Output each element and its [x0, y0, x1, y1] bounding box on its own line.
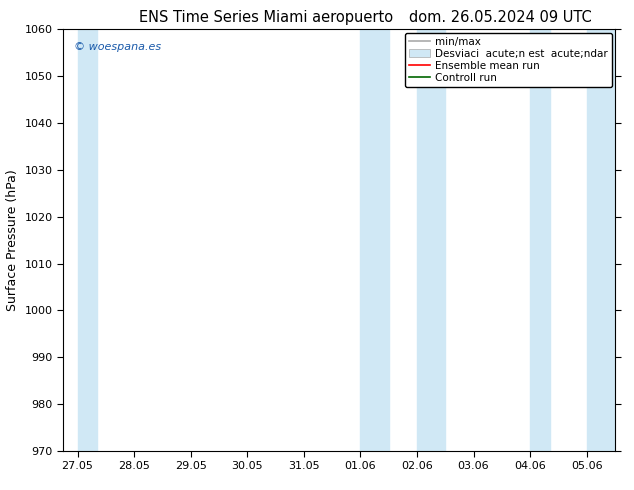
Bar	[417, 29, 445, 451]
Text: © woespana.es: © woespana.es	[74, 42, 162, 52]
Text: ENS Time Series Miami aeropuerto: ENS Time Series Miami aeropuerto	[139, 10, 393, 25]
Bar	[530, 29, 550, 451]
Bar	[586, 29, 615, 451]
Legend: min/max, Desviaci  acute;n est  acute;ndar, Ensemble mean run, Controll run: min/max, Desviaci acute;n est acute;ndar…	[404, 32, 612, 87]
Y-axis label: Surface Pressure (hPa): Surface Pressure (hPa)	[6, 169, 19, 311]
Bar	[77, 29, 98, 451]
Bar	[360, 29, 389, 451]
Text: dom. 26.05.2024 09 UTC: dom. 26.05.2024 09 UTC	[410, 10, 592, 25]
